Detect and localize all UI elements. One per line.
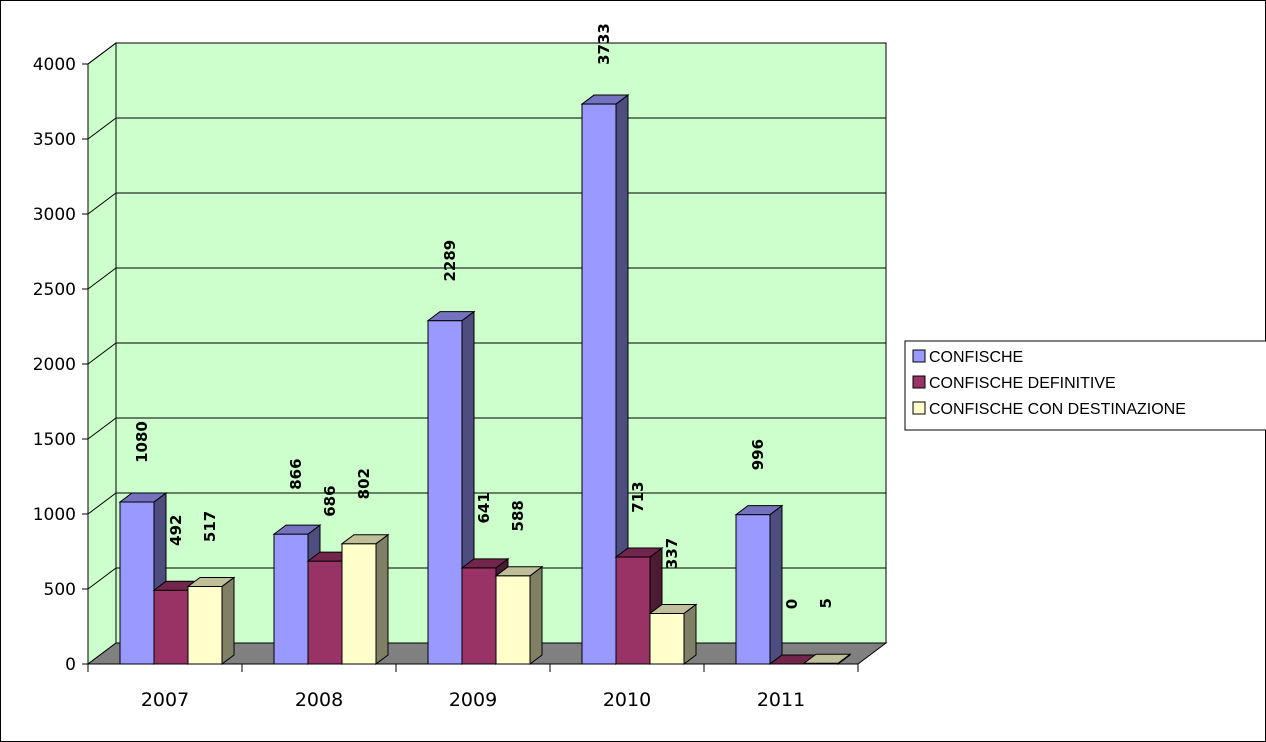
legend-label: CONFISCHE CON DESTINAZIONE xyxy=(929,401,1186,418)
bar-front xyxy=(341,543,377,665)
data-label: 996 xyxy=(749,439,767,470)
y-tick-label: 3500 xyxy=(33,130,76,150)
bar-top xyxy=(118,492,168,503)
bar-top xyxy=(272,524,322,535)
data-label: 1080 xyxy=(133,421,151,463)
x-tick-label: 2007 xyxy=(141,689,189,711)
y-tick-label: 0 xyxy=(65,655,76,675)
y-tick-label: 500 xyxy=(44,580,76,600)
legend-box xyxy=(904,340,1266,431)
data-label: 866 xyxy=(287,458,305,489)
bar-side xyxy=(375,533,389,665)
bar-front xyxy=(649,612,685,665)
bar-side xyxy=(769,504,783,665)
bar-2011-3 xyxy=(802,653,852,665)
bar-front xyxy=(495,575,531,665)
bar-side xyxy=(529,565,543,665)
data-label: 802 xyxy=(355,468,373,499)
gridline xyxy=(87,117,886,140)
x-tick-label: 2008 xyxy=(295,689,343,711)
bar-2008-3 xyxy=(340,533,390,665)
legend-swatch xyxy=(912,375,926,389)
bar-2011-1 xyxy=(734,504,784,665)
bar-front xyxy=(427,320,463,665)
gridline xyxy=(87,192,886,215)
data-label: 686 xyxy=(321,485,339,516)
legend-swatch xyxy=(912,401,926,415)
gridline xyxy=(87,267,886,290)
data-label: 492 xyxy=(167,515,185,546)
data-label: 517 xyxy=(201,511,219,542)
x-tick-label: 2009 xyxy=(449,689,497,711)
legend-label: CONFISCHE xyxy=(929,349,1023,366)
gridline xyxy=(87,492,886,515)
bar-top xyxy=(460,558,510,569)
bar-top xyxy=(614,547,664,558)
bar-front xyxy=(735,514,771,665)
bar-top xyxy=(734,505,784,516)
bar-front xyxy=(615,556,651,665)
legend-label: CONFISCHE DEFINITIVE xyxy=(929,375,1116,392)
bar-front xyxy=(307,560,343,665)
bar-front xyxy=(153,589,189,665)
gridline xyxy=(87,342,886,365)
bar-top xyxy=(802,653,852,664)
data-label: 3733 xyxy=(595,23,613,65)
data-label: 0 xyxy=(783,599,801,609)
bar-top xyxy=(580,94,630,105)
y-tick-label: 2500 xyxy=(33,280,76,300)
bar-front xyxy=(187,585,223,665)
bar-top xyxy=(340,534,390,545)
data-label: 713 xyxy=(629,481,647,512)
data-label: 5 xyxy=(817,598,835,608)
legend-swatch xyxy=(912,349,926,363)
x-tick-label: 2011 xyxy=(757,689,805,711)
gridline xyxy=(87,42,886,65)
bar-front xyxy=(119,501,155,665)
y-tick-label: 2000 xyxy=(33,355,76,375)
bar-front xyxy=(581,103,617,665)
bar-2010-3 xyxy=(648,603,698,665)
data-label: 588 xyxy=(509,500,527,531)
bar-top xyxy=(426,311,476,322)
bar-side xyxy=(221,576,235,665)
bar-top xyxy=(648,603,698,614)
bar-2009-3 xyxy=(494,565,544,665)
data-label: 641 xyxy=(475,492,493,523)
data-labels: 1080 492 517 866 686 802 2289 641 588 3733 713 337 9… xyxy=(133,23,835,609)
bars xyxy=(118,94,852,665)
data-label: 2289 xyxy=(441,240,459,282)
x-tick-label: 2010 xyxy=(603,689,651,711)
axes: 0 500 1000 1500 2000 2500 3000 3500 4000 2007 2008… xyxy=(33,55,859,711)
bar-top xyxy=(494,566,544,577)
y-tick-label: 1000 xyxy=(33,505,76,525)
bar-2007-3 xyxy=(186,576,236,665)
bar-side xyxy=(683,603,697,665)
bar-top xyxy=(186,576,236,587)
bar-front xyxy=(461,567,497,665)
gridline xyxy=(87,417,886,440)
data-label: 337 xyxy=(663,538,681,569)
bar-2010-1 xyxy=(580,94,630,665)
legend: CONFISCHE CONFISCHE DEFINITIVE CONFISCHE C… xyxy=(904,340,1266,431)
y-tick-label: 3000 xyxy=(33,205,76,225)
bar-front xyxy=(273,533,309,665)
y-tick-label: 4000 xyxy=(33,55,76,75)
y-tick-label: 1500 xyxy=(33,430,76,450)
